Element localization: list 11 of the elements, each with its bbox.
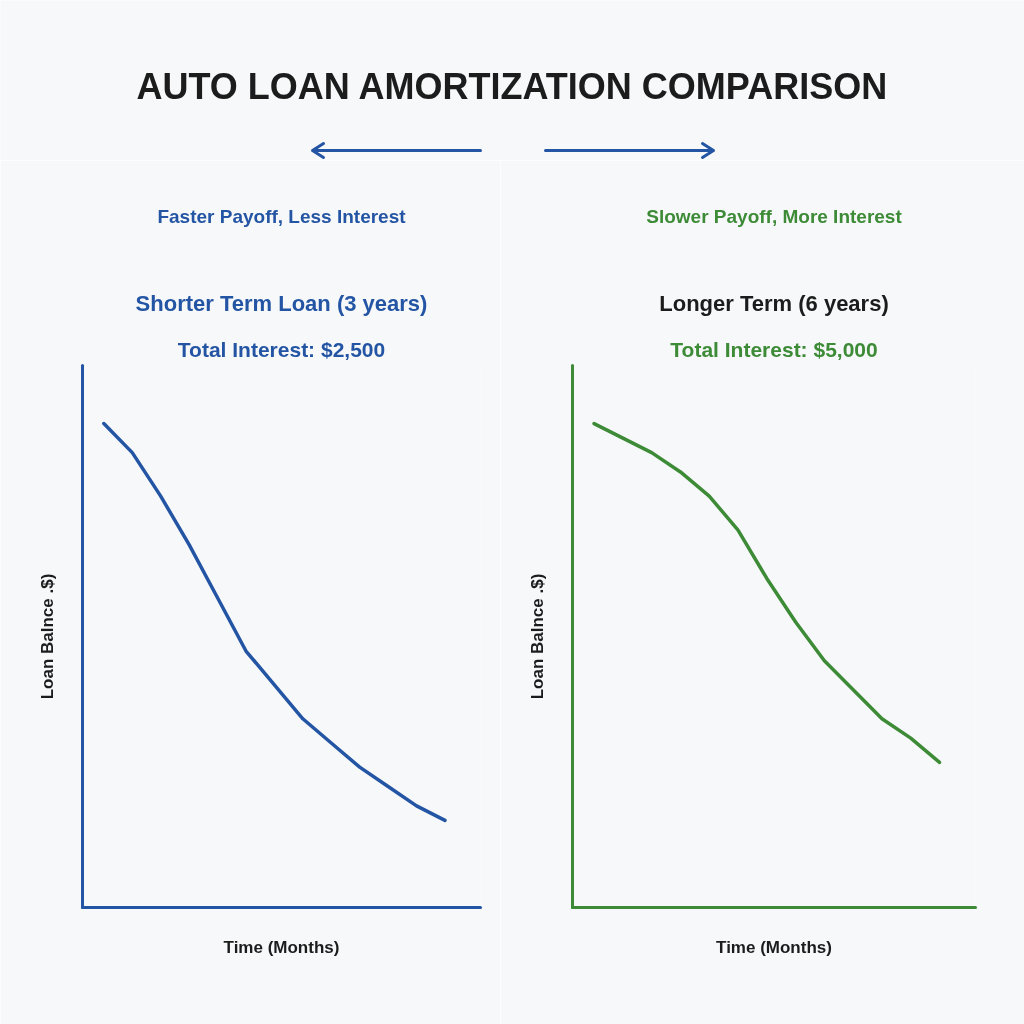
text: Slower Payoff, More Interest [646,206,903,227]
chart-title: Shorter Term Loan (3 years) [135,291,428,316]
y-axis-title: Loan Balnce .$) [37,573,57,700]
x-axis-title: Time (Months) [223,937,340,957]
text: AUTO LOAN AMORTIZATION COMPARISON [136,66,888,107]
chart-subtitle: Total Interest: $5,000 [670,337,878,361]
text: Faster Payoff, Less Interest [157,206,407,227]
chart-subtitle: Total Interest: $2,500 [177,337,386,361]
y-axis-title: Loan Balnce .$) [527,573,547,700]
x-axis-title: Time (Months) [716,937,832,957]
chart-title: Longer Term (6 years) [659,291,889,316]
